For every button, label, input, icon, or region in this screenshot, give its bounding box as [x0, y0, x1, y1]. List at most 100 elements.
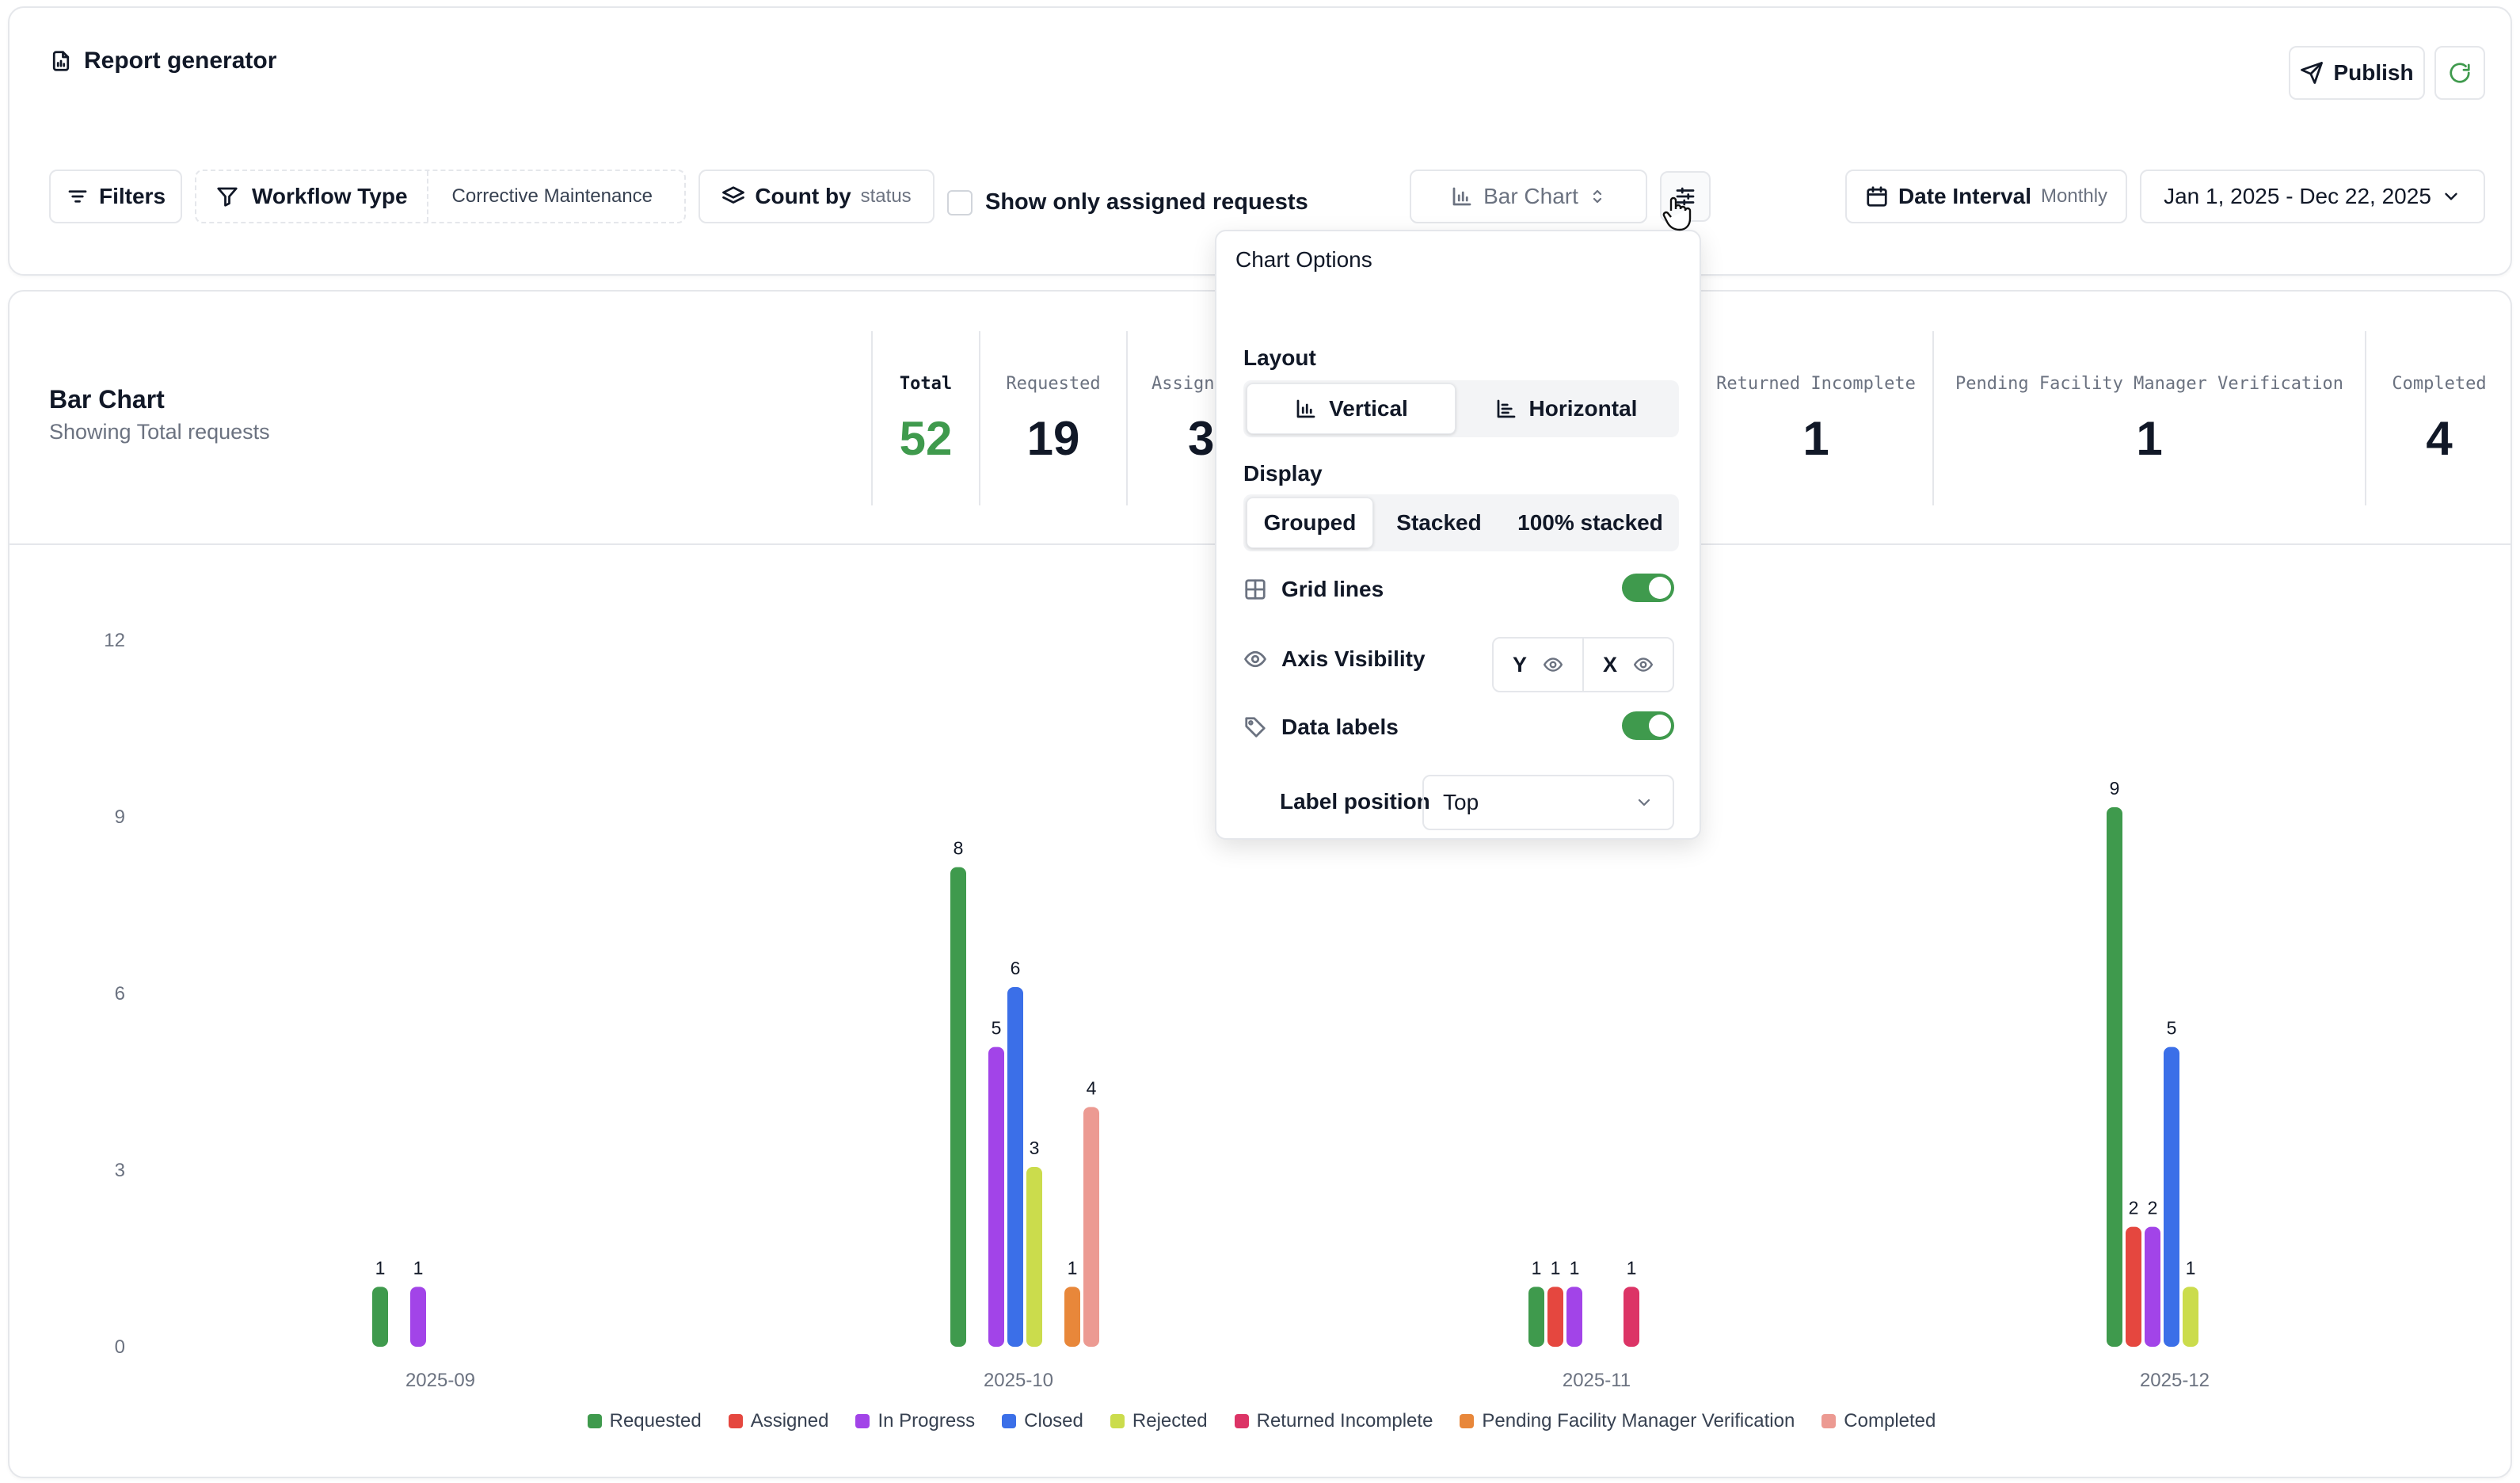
y-tick-label: 0	[115, 1336, 125, 1358]
layout-horizontal-label: Horizontal	[1528, 396, 1638, 421]
count-by-value: status	[860, 185, 912, 207]
horizontal-bars-icon	[1497, 399, 1515, 418]
layout-horizontal-option[interactable]: Horizontal	[1456, 383, 1676, 434]
y-axis-toggle[interactable]: Y	[1494, 639, 1582, 691]
legend-label: Rejected	[1132, 1410, 1208, 1432]
legend-swatch	[1234, 1414, 1249, 1428]
stat-value: 3	[1188, 412, 1215, 465]
legend-item[interactable]: In Progress	[855, 1410, 975, 1432]
bar	[1566, 1287, 1582, 1347]
date-range-select[interactable]: Jan 1, 2025 - Dec 22, 2025	[2140, 170, 2485, 223]
chevron-down-icon	[1638, 799, 1650, 806]
data-label: 3	[1030, 1138, 1040, 1158]
stat-label: Requested	[1006, 374, 1101, 394]
workflow-type-value: Corrective Maintenance	[451, 185, 653, 207]
data-label: 1	[1551, 1257, 1561, 1278]
workflow-type-label: Workflow Type	[252, 184, 408, 208]
refresh-icon	[2450, 63, 2470, 83]
legend-swatch	[1821, 1414, 1837, 1428]
y-tick-label: 6	[115, 983, 125, 1005]
display-100-stacked-label: 100% stacked	[1517, 510, 1663, 535]
layout-vertical-option[interactable]: Vertical	[1247, 383, 1456, 434]
x-tick-label: 2025-10	[984, 1370, 1053, 1391]
grid-lines-toggle[interactable]	[1622, 574, 1674, 602]
legend-label: Assigned	[750, 1410, 829, 1432]
x-tick-label: 2025-09	[405, 1370, 475, 1391]
display-section-label: Display	[1243, 461, 1323, 486]
legend-item[interactable]: Pending Facility Manager Verification	[1460, 1410, 1795, 1432]
tag-icon	[1245, 717, 1266, 738]
chart-type-select[interactable]: Bar Chart	[1410, 170, 1647, 223]
legend-swatch	[1110, 1414, 1125, 1428]
data-label: 9	[2110, 778, 2120, 799]
bar	[1064, 1287, 1080, 1347]
count-by-button[interactable]: Count by status	[699, 170, 935, 223]
legend-swatch	[587, 1414, 602, 1428]
data-label: 1	[413, 1257, 424, 1278]
count-by-label: Count by	[755, 184, 851, 208]
chart-options-title: Chart Options	[1235, 247, 1372, 272]
stat-value: 19	[1026, 412, 1080, 465]
bar	[2145, 1226, 2160, 1347]
legend-item[interactable]: Rejected	[1110, 1410, 1208, 1432]
chart-options-popover: Chart Options Layout Vertical Horizontal…	[1215, 230, 1701, 840]
chart-panel-title: Bar Chart	[49, 385, 165, 414]
x-axis-label: X	[1602, 652, 1617, 677]
display-stacked-option[interactable]: Stacked	[1373, 498, 1505, 548]
stat-label: Pending Facility Manager Verification	[1955, 374, 2344, 394]
axis-visibility-label: Axis Visibility	[1281, 646, 1426, 671]
x-tick-label: 2025-11	[1563, 1370, 1631, 1391]
send-icon	[2301, 62, 2324, 84]
layout-section-label: Layout	[1243, 345, 1316, 370]
workflow-type-filter[interactable]: Workflow Type Corrective Maintenance	[195, 170, 686, 223]
layers-icon	[722, 186, 745, 204]
stat-value: 52	[899, 412, 953, 465]
eye-icon	[1633, 658, 1654, 672]
stat-value: 1	[1802, 412, 1829, 465]
label-position-select[interactable]: Top	[1422, 775, 1674, 830]
legend-label: Completed	[1844, 1410, 1936, 1432]
display-toggle-group: Grouped Stacked 100% stacked	[1243, 494, 1679, 551]
data-labels-toggle[interactable]	[1622, 711, 1674, 740]
bar	[1624, 1287, 1639, 1347]
data-label: 1	[1627, 1257, 1637, 1278]
legend-item[interactable]: Requested	[587, 1410, 702, 1432]
legend-item[interactable]: Closed	[1002, 1410, 1083, 1432]
display-100-stacked-option[interactable]: 100% stacked	[1505, 498, 1676, 548]
filters-button[interactable]: Filters	[49, 170, 182, 223]
chevron-down-icon	[2445, 193, 2457, 200]
legend-label: Closed	[1024, 1410, 1083, 1432]
refresh-button[interactable]	[2434, 46, 2485, 100]
stat-value: 1	[2136, 412, 2163, 465]
publish-button[interactable]: Publish	[2289, 46, 2425, 100]
assigned-only-label[interactable]: Show only assigned requests	[985, 189, 1308, 215]
stat-pending-verification: Pending Facility Manager Verification 1	[1932, 331, 2365, 505]
legend-item[interactable]: Completed	[1821, 1410, 1936, 1432]
data-label: 1	[1570, 1257, 1580, 1278]
assigned-only-checkbox[interactable]	[947, 190, 973, 215]
date-interval-button[interactable]: Date Interval Monthly	[1845, 170, 2127, 223]
stat-label: Assigne	[1152, 374, 1224, 394]
eye-icon	[1543, 658, 1563, 672]
sliders-icon	[1676, 187, 1695, 206]
calendar-icon	[1867, 186, 1887, 207]
x-axis-toggle[interactable]: X	[1582, 639, 1673, 691]
layout-vertical-label: Vertical	[1329, 396, 1408, 421]
page-title-row: Report generator	[49, 48, 276, 74]
legend-label: In Progress	[877, 1410, 976, 1432]
chart-legend: Requested Assigned In Progress Closed Reject…	[10, 1410, 2510, 1432]
y-tick-label: 3	[115, 1160, 125, 1181]
data-label: 1	[2186, 1257, 2196, 1278]
data-label: 2	[2129, 1198, 2139, 1218]
legend-label: Requested	[609, 1410, 702, 1432]
stat-assigned: Assigne 3	[1126, 331, 1224, 505]
legend-item[interactable]: Assigned	[728, 1410, 829, 1432]
legend-item[interactable]: Returned Incomplete	[1234, 1410, 1433, 1432]
data-label: 2	[2148, 1198, 2158, 1218]
eye-icon	[1244, 650, 1266, 668]
filters-label: Filters	[98, 184, 166, 208]
filter-lines-icon	[68, 190, 87, 203]
display-grouped-option[interactable]: Grouped	[1247, 498, 1373, 548]
stat-total: Total 52	[871, 331, 979, 505]
stat-value: 4	[2426, 412, 2453, 465]
